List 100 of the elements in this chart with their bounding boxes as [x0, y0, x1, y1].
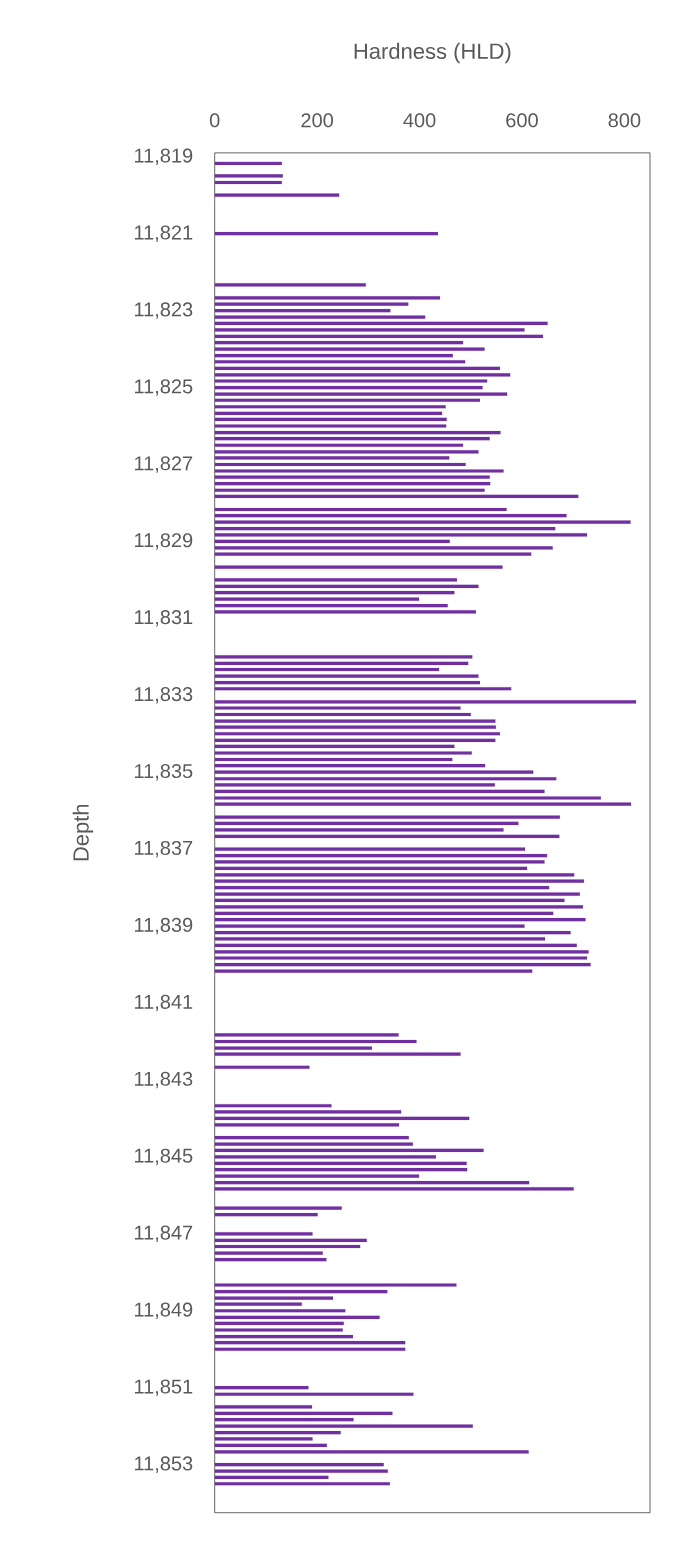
- bar: [214, 738, 496, 742]
- bar: [214, 475, 490, 479]
- bar: [214, 789, 545, 794]
- bar: [214, 321, 548, 325]
- bar: [214, 1475, 329, 1479]
- bar: [214, 802, 632, 806]
- x-axis-title: Hardness (HLD): [354, 42, 511, 64]
- bar: [214, 892, 580, 896]
- bar: [214, 956, 588, 960]
- bar: [214, 1046, 372, 1050]
- y-tick-label: 11,851: [135, 1379, 193, 1396]
- bar: [214, 1283, 457, 1287]
- bar: [214, 379, 488, 383]
- bar: [214, 1212, 318, 1217]
- bar: [214, 193, 340, 197]
- bar: [214, 937, 546, 941]
- bar: [214, 924, 525, 928]
- bar: [214, 1110, 402, 1114]
- bar: [214, 1123, 400, 1127]
- bar: [214, 443, 464, 447]
- bar: [214, 1148, 484, 1153]
- bar: [214, 424, 447, 428]
- bar: [214, 962, 591, 967]
- bar: [214, 1289, 388, 1294]
- bar: [214, 751, 472, 755]
- bar: [214, 296, 441, 300]
- bar: [214, 732, 501, 736]
- bar: [214, 565, 503, 569]
- bar: [214, 482, 491, 486]
- bar: [214, 161, 282, 165]
- bar: [214, 1181, 530, 1185]
- bar: [214, 1443, 327, 1448]
- bar: [214, 885, 550, 890]
- bar: [214, 366, 501, 370]
- bar: [214, 1424, 473, 1428]
- bar: [214, 597, 420, 601]
- y-axis-title: Depth: [72, 804, 94, 861]
- y-tick-label: 11,829: [135, 533, 193, 550]
- bar: [214, 411, 443, 415]
- bar: [214, 469, 504, 473]
- bar: [214, 655, 473, 659]
- bar: [214, 969, 533, 973]
- bar: [214, 821, 519, 826]
- bar: [214, 353, 453, 358]
- bar: [214, 1431, 341, 1435]
- y-tick-label: 11,849: [135, 1302, 193, 1320]
- y-tick-label: 11,825: [135, 379, 193, 396]
- bar: [214, 1065, 310, 1069]
- bar: [214, 930, 571, 935]
- y-tick-label: 11,819: [135, 148, 193, 165]
- bar: [214, 1142, 413, 1146]
- bar: [214, 392, 508, 396]
- bar: [214, 347, 485, 351]
- bar: [214, 879, 584, 883]
- bar: [214, 546, 553, 550]
- bar: [214, 1328, 343, 1332]
- bar: [214, 610, 476, 614]
- x-tick-label: 0: [209, 113, 220, 128]
- bar: [214, 603, 448, 608]
- bar: [214, 527, 556, 531]
- bar: [214, 712, 471, 717]
- bar: [214, 180, 282, 185]
- bar: [214, 1405, 313, 1409]
- bar: [214, 578, 457, 582]
- bar: [214, 847, 526, 851]
- bar: [214, 1347, 406, 1351]
- bar: [214, 1309, 346, 1313]
- y-tick-label: 11,835: [135, 763, 193, 781]
- bar: [214, 1104, 332, 1108]
- bar: [214, 674, 479, 678]
- bar: [214, 1341, 406, 1345]
- bar: [214, 764, 486, 768]
- bar: [214, 905, 583, 909]
- bar: [214, 725, 496, 729]
- y-tick-label: 11,823: [135, 302, 193, 319]
- bar: [214, 398, 481, 402]
- bar: [214, 1039, 417, 1044]
- bar: [214, 462, 466, 467]
- bar: [214, 1302, 302, 1306]
- bar: [214, 1155, 436, 1159]
- bar: [214, 283, 366, 287]
- bar: [214, 783, 495, 787]
- bar: [214, 232, 439, 236]
- bar: [214, 328, 525, 332]
- bar: [214, 1482, 390, 1486]
- bar: [214, 898, 565, 902]
- bar: [214, 796, 601, 800]
- bar: [214, 770, 534, 774]
- bar: [214, 1187, 574, 1191]
- bar: [214, 950, 589, 954]
- bar: [214, 1052, 461, 1056]
- bar: [214, 1386, 309, 1390]
- bar: [214, 450, 479, 454]
- bar: [214, 777, 557, 781]
- bar: [214, 308, 391, 313]
- bar: [214, 1232, 313, 1236]
- bar: [214, 385, 483, 390]
- bar: [214, 700, 637, 704]
- bar: [214, 533, 588, 537]
- bar: [214, 1315, 380, 1319]
